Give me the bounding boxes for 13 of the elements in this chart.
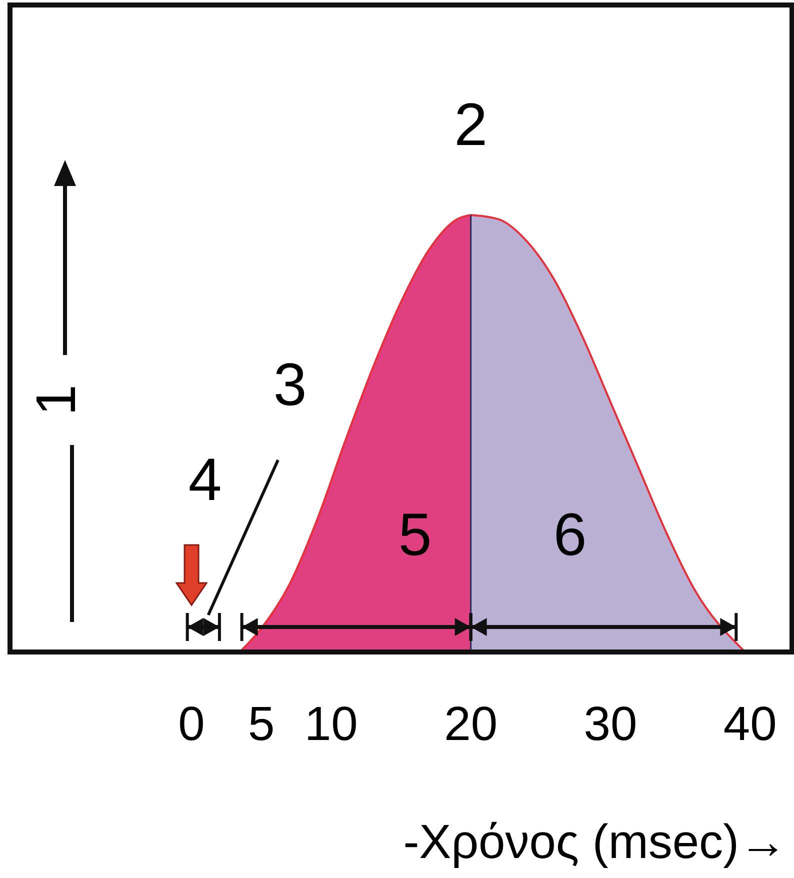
x-tick-label: 40 [723,698,777,751]
annotation: 4 [188,446,222,513]
x-axis-title: -Χρόνος (msec)→ [403,816,787,869]
annotation: 3 [273,351,307,418]
x-tick-label: 0 [178,698,205,751]
x-tick-label: 5 [248,698,275,751]
x-tick-label: 20 [444,698,498,751]
annotation: 6 [553,501,587,568]
x-tick-label: 30 [584,698,638,751]
annotation: 5 [398,501,432,568]
x-tick-label: 10 [304,698,358,751]
y-axis-title: 1 [24,384,87,416]
annotation: 2 [454,91,488,158]
